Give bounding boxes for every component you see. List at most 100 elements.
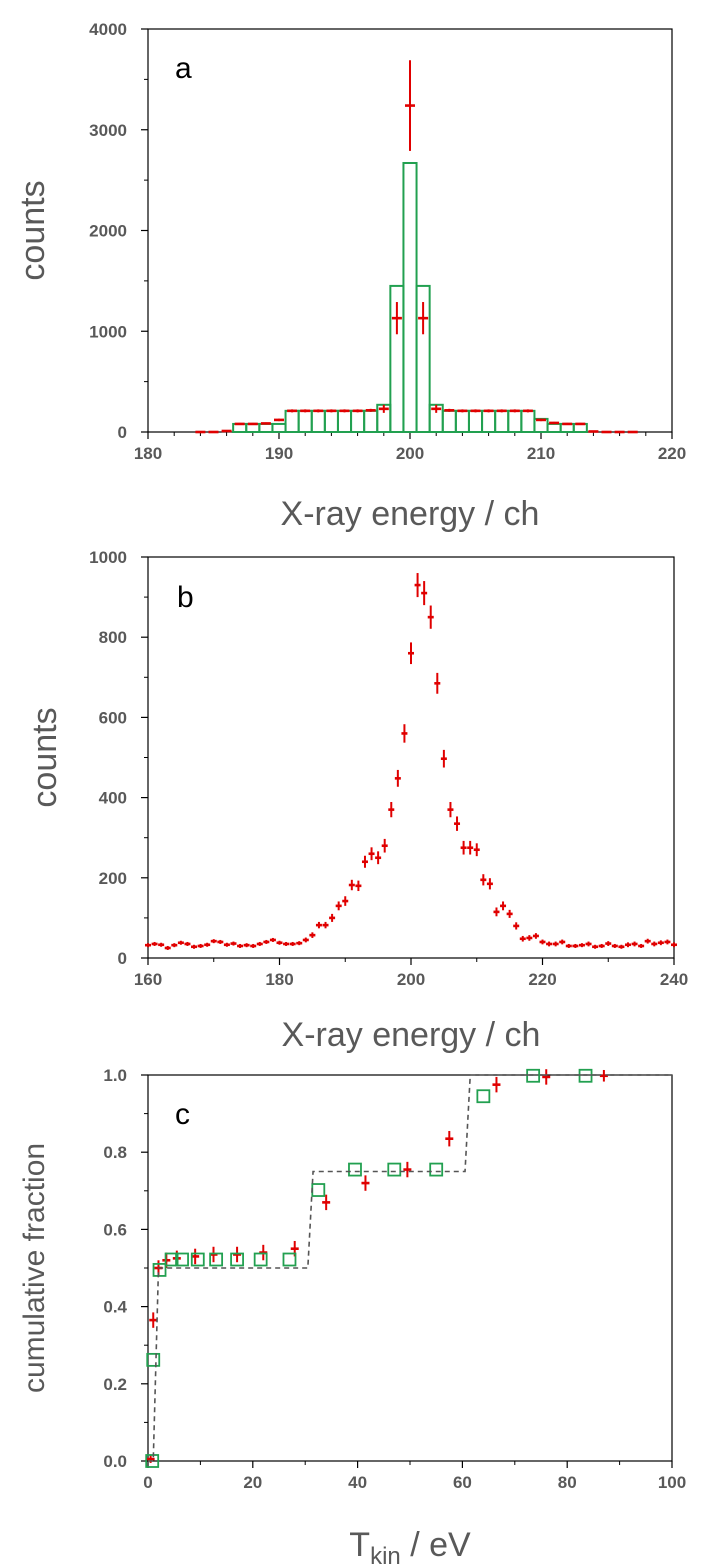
- data-point: [542, 1069, 551, 1085]
- y-tick-label: 0.6: [103, 1220, 127, 1239]
- data-point: [177, 940, 184, 945]
- data-point: [256, 941, 263, 946]
- histogram-bar: [481, 409, 497, 433]
- data-point: [418, 302, 429, 335]
- data-point: [552, 941, 559, 947]
- data-point: [315, 921, 322, 929]
- data-point: [624, 942, 631, 948]
- x-tick-label: 180: [265, 970, 293, 989]
- x-tick-label: 200: [396, 444, 424, 463]
- histogram-bar: [350, 409, 366, 433]
- data-point: [559, 939, 566, 945]
- x-tick-label: 240: [660, 970, 688, 989]
- data-point: [322, 1194, 331, 1211]
- data-point: [519, 935, 526, 942]
- y-tick-label: 1000: [89, 322, 127, 341]
- data-point: [605, 941, 612, 946]
- data-point: [342, 896, 349, 906]
- data-point: [483, 409, 494, 413]
- chart-panel-a: 180 190 200 210 220 0 1000 2000 3000 4000 a counts X…: [14, 20, 686, 533]
- data-point: [536, 418, 546, 422]
- x-tick-label: 160: [134, 970, 162, 989]
- data-point: [664, 939, 671, 945]
- data-point: [631, 941, 638, 947]
- data-point: [671, 942, 677, 948]
- model-point: [387, 1162, 402, 1177]
- data-point: [480, 874, 487, 886]
- data-point: [405, 60, 415, 151]
- data-point: [454, 816, 461, 831]
- data-point: [233, 1246, 242, 1263]
- model-point: [190, 1252, 205, 1267]
- model-point: [253, 1252, 268, 1267]
- data-point: [492, 1076, 501, 1093]
- data-point: [283, 941, 290, 946]
- y-tick-label: 0.2: [103, 1375, 127, 1394]
- data-point: [394, 769, 401, 787]
- data-point: [260, 422, 271, 425]
- y-axis-label: cumulative fraction: [18, 1143, 51, 1393]
- data-point: [296, 941, 303, 946]
- data-point: [197, 943, 204, 948]
- data-point: [434, 672, 441, 694]
- data-point: [445, 1130, 454, 1147]
- data-point: [592, 944, 599, 949]
- x-tick-label: 190: [265, 444, 293, 463]
- data-point: [651, 941, 658, 947]
- data-point: [486, 878, 493, 890]
- data-point: [158, 942, 165, 947]
- histogram-bar: [271, 422, 287, 434]
- data-point: [657, 940, 664, 946]
- data-point: [361, 1175, 370, 1191]
- x-tick-label: 100: [658, 1473, 686, 1492]
- data-point: [388, 802, 395, 818]
- data-point: [151, 941, 158, 946]
- histogram-bar: [258, 422, 274, 434]
- data-point: [368, 847, 375, 861]
- data-point: [287, 409, 298, 413]
- data-point: [348, 879, 355, 891]
- y-tick-label: 0: [118, 423, 127, 442]
- y-tick-label: 800: [99, 628, 127, 647]
- y-tick-label: 0.8: [103, 1143, 127, 1162]
- step-model-line: [148, 1074, 672, 1462]
- data-point: [365, 408, 376, 412]
- y-tick-label: 600: [99, 708, 127, 727]
- data-point: [352, 409, 363, 413]
- y-tick-label: 200: [99, 869, 127, 888]
- histogram-bar: [402, 161, 418, 433]
- data-point: [562, 422, 573, 426]
- data-point: [421, 581, 428, 606]
- panel-letter: b: [177, 581, 194, 614]
- histogram-bar: [507, 409, 523, 433]
- y-axis-label: counts: [26, 707, 64, 807]
- model-point: [429, 1162, 444, 1177]
- y-tick-label: 2000: [89, 222, 127, 241]
- data-point: [578, 943, 585, 948]
- data-point: [247, 422, 258, 426]
- data-point: [149, 1312, 158, 1328]
- histogram-bar: [336, 409, 353, 433]
- data-point: [329, 913, 336, 922]
- data-point: [493, 907, 500, 917]
- data-point: [381, 838, 388, 853]
- plot-frame: [147, 1074, 673, 1462]
- data-point: [250, 943, 257, 948]
- data-point: [391, 302, 402, 335]
- y-tick-label: 400: [99, 789, 127, 808]
- histogram-bar: [546, 422, 562, 434]
- y-tick-label: 1000: [89, 548, 127, 567]
- chart-panel-c: 0 20 40 60 80 100 0.0 0.2 0.4 0.6 0.8 1.0 c cumulativ…: [18, 1066, 686, 1568]
- data-point: [473, 843, 480, 857]
- y-tick-label: 4000: [89, 20, 127, 39]
- data-point: [243, 943, 250, 948]
- data-point: [259, 1244, 268, 1261]
- data-point: [164, 945, 171, 950]
- y-tick-label: 0.0: [103, 1452, 127, 1471]
- model-point: [146, 1352, 161, 1367]
- data-point: [585, 941, 592, 947]
- model-point: [230, 1252, 244, 1267]
- model-point: [145, 1454, 160, 1468]
- data-point: [460, 840, 467, 855]
- data-point: [638, 943, 645, 948]
